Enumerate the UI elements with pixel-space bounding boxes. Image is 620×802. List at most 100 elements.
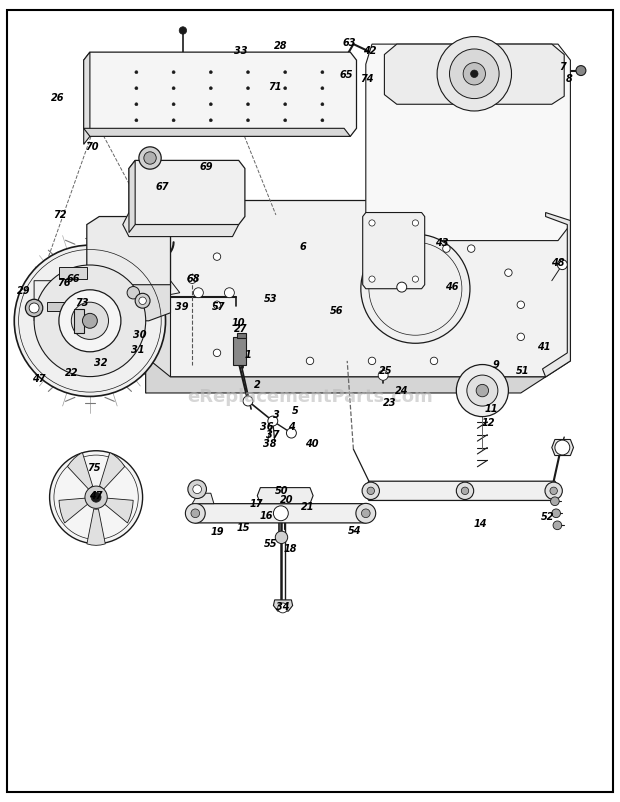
Polygon shape — [129, 160, 135, 233]
Ellipse shape — [188, 480, 206, 499]
Ellipse shape — [283, 71, 286, 74]
Text: 14: 14 — [474, 519, 487, 529]
Polygon shape — [59, 267, 87, 279]
Polygon shape — [129, 160, 245, 225]
Text: 19: 19 — [210, 527, 224, 537]
Ellipse shape — [273, 506, 288, 520]
Text: 11: 11 — [485, 404, 498, 414]
Ellipse shape — [555, 440, 570, 455]
Ellipse shape — [139, 297, 146, 305]
Ellipse shape — [34, 265, 146, 377]
Ellipse shape — [283, 87, 286, 90]
Ellipse shape — [378, 371, 388, 380]
Polygon shape — [46, 302, 81, 311]
Polygon shape — [87, 217, 170, 297]
Text: 39: 39 — [175, 302, 188, 312]
Ellipse shape — [467, 245, 475, 253]
Ellipse shape — [467, 375, 498, 406]
Ellipse shape — [286, 428, 296, 438]
Text: 6: 6 — [299, 242, 306, 252]
Ellipse shape — [369, 220, 375, 226]
Text: 54: 54 — [348, 526, 361, 536]
Text: 43: 43 — [435, 238, 448, 248]
Text: 15: 15 — [237, 523, 250, 533]
Ellipse shape — [139, 147, 161, 169]
Ellipse shape — [367, 487, 374, 495]
Text: 50: 50 — [275, 486, 289, 496]
Text: 76: 76 — [57, 278, 71, 288]
Ellipse shape — [552, 509, 560, 517]
Polygon shape — [74, 285, 170, 321]
Ellipse shape — [213, 301, 221, 309]
Ellipse shape — [321, 103, 324, 106]
Polygon shape — [146, 200, 570, 377]
Ellipse shape — [430, 357, 438, 365]
Polygon shape — [363, 213, 425, 289]
Ellipse shape — [135, 119, 138, 122]
Ellipse shape — [243, 396, 253, 406]
Polygon shape — [87, 509, 105, 545]
Ellipse shape — [283, 119, 286, 122]
Text: 46: 46 — [445, 282, 458, 292]
Text: 53: 53 — [264, 294, 278, 304]
Text: 36: 36 — [260, 422, 273, 431]
Ellipse shape — [135, 71, 138, 74]
Polygon shape — [232, 337, 246, 365]
Ellipse shape — [82, 314, 97, 328]
Ellipse shape — [172, 71, 175, 74]
Polygon shape — [542, 213, 570, 377]
Ellipse shape — [172, 119, 175, 122]
Text: 16: 16 — [260, 511, 273, 520]
Ellipse shape — [557, 260, 567, 269]
Polygon shape — [84, 128, 350, 136]
Text: 66: 66 — [66, 274, 80, 284]
Text: 74: 74 — [360, 74, 374, 83]
Text: 10: 10 — [232, 318, 246, 328]
Ellipse shape — [179, 26, 187, 34]
Text: 38: 38 — [263, 439, 277, 448]
Text: 55: 55 — [264, 539, 278, 549]
Polygon shape — [384, 44, 564, 104]
Ellipse shape — [551, 497, 559, 505]
Ellipse shape — [213, 253, 221, 261]
Text: 75: 75 — [87, 463, 101, 472]
Text: eReplacementParts.com: eReplacementParts.com — [187, 388, 433, 406]
Text: 7: 7 — [559, 62, 565, 71]
Text: 26: 26 — [51, 93, 64, 103]
Text: 1: 1 — [245, 350, 251, 360]
Ellipse shape — [127, 286, 140, 299]
Ellipse shape — [188, 275, 197, 283]
Ellipse shape — [246, 119, 249, 122]
Polygon shape — [363, 481, 561, 500]
Ellipse shape — [553, 521, 562, 529]
Text: 40: 40 — [305, 439, 319, 448]
Ellipse shape — [461, 487, 469, 495]
Text: 8: 8 — [566, 74, 572, 83]
Ellipse shape — [172, 87, 175, 90]
Polygon shape — [84, 52, 356, 136]
Text: 69: 69 — [200, 162, 213, 172]
Text: 34: 34 — [276, 602, 290, 612]
Ellipse shape — [275, 531, 288, 544]
Ellipse shape — [321, 87, 324, 90]
Ellipse shape — [321, 71, 324, 74]
Ellipse shape — [185, 504, 205, 523]
Ellipse shape — [71, 302, 108, 339]
Polygon shape — [146, 200, 170, 393]
Ellipse shape — [50, 451, 143, 544]
Ellipse shape — [306, 357, 314, 365]
Text: 30: 30 — [133, 330, 146, 340]
Ellipse shape — [135, 87, 138, 90]
Polygon shape — [237, 333, 246, 338]
Ellipse shape — [85, 486, 107, 508]
Text: 24: 24 — [395, 387, 409, 396]
Text: 33: 33 — [234, 46, 247, 55]
Text: 28: 28 — [273, 41, 287, 51]
Polygon shape — [192, 493, 214, 504]
Ellipse shape — [361, 234, 470, 343]
Text: 21: 21 — [301, 502, 315, 512]
Ellipse shape — [471, 70, 478, 78]
Text: 47: 47 — [89, 491, 103, 500]
Text: 56: 56 — [330, 306, 343, 316]
Ellipse shape — [505, 269, 512, 277]
